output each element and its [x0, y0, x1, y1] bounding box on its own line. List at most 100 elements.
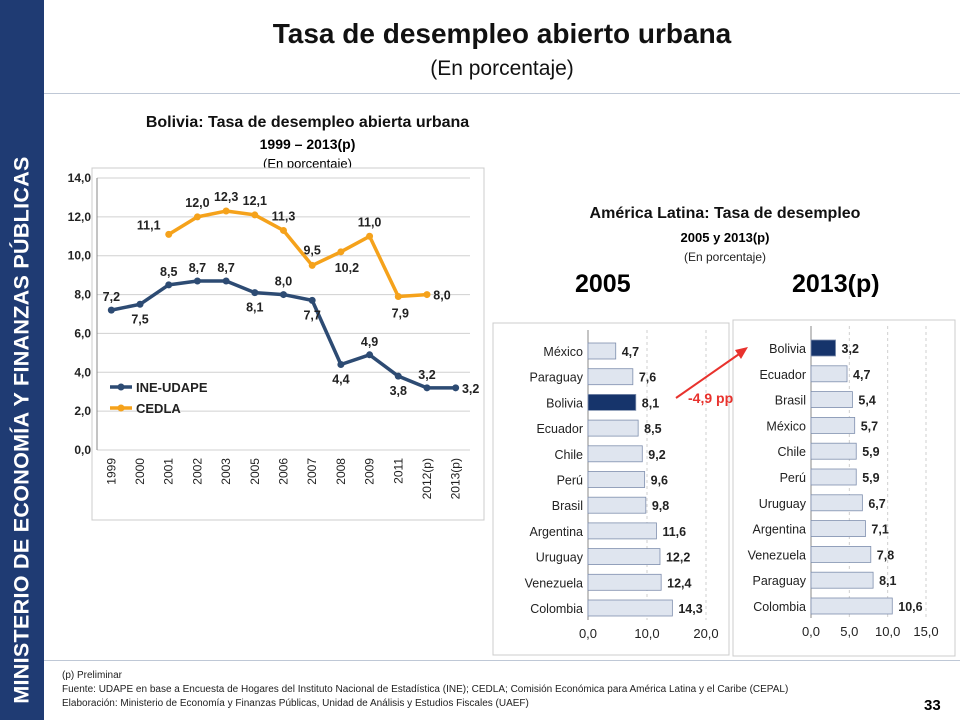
bar-perú: [587, 471, 646, 488]
annotation-label: -4,9 pp: [688, 390, 733, 406]
bar-argentina: [587, 522, 657, 540]
bar-chile: [587, 445, 643, 463]
data-point: [193, 213, 201, 221]
bar-chart-2005-label: 2005: [575, 270, 631, 298]
bar-value-label: 5,9: [862, 471, 879, 485]
data-point: [308, 296, 316, 304]
bar-value-label: 9,6: [651, 474, 668, 488]
x-tick-label: 2011: [391, 458, 405, 484]
y-tick-label: 10,0: [68, 249, 92, 263]
data-point: [423, 384, 431, 392]
data-point: [222, 277, 230, 285]
bar-venezuela: [587, 573, 662, 591]
category-label: Ecuador: [536, 422, 583, 436]
ministry-sidebar: MINISTERIO DE ECONOMÍA Y FINANZAS PÚBLIC…: [0, 0, 44, 720]
x-tick-label: 10,0: [634, 626, 659, 641]
bar-value-label: 9,8: [652, 499, 669, 513]
data-point: [107, 306, 115, 314]
category-label: Perú: [780, 471, 806, 485]
y-tick-label: 4,0: [74, 365, 91, 379]
category-label: Argentina: [752, 523, 806, 537]
data-label: 11,0: [358, 215, 382, 229]
x-tick-label: 15,0: [913, 624, 938, 639]
bar-argentina: [810, 520, 866, 537]
bar-ecuador: [810, 365, 848, 383]
bar-value-label: 10,6: [898, 600, 922, 614]
x-tick-label: 2000: [133, 458, 147, 485]
data-point: [280, 226, 287, 234]
data-point: [366, 232, 374, 240]
data-label: 9,5: [303, 243, 320, 257]
data-point: [136, 300, 144, 308]
bar-brasil: [587, 496, 647, 514]
bar-paraguay: [810, 571, 874, 589]
bar-value-label: 7,1: [871, 523, 888, 537]
annotation-arrowhead: [735, 347, 748, 359]
category-label: Paraguay: [752, 574, 806, 588]
data-label: 4,4: [332, 373, 349, 387]
data-label: 8,0: [433, 289, 450, 303]
bar-charts-title: América Latina: Tasa de desempleo: [589, 205, 861, 222]
data-point: [280, 291, 287, 299]
data-label: 12,1: [243, 194, 267, 208]
x-tick-label: 0,0: [802, 624, 820, 639]
y-tick-label: 2,0: [74, 404, 91, 418]
data-point: [222, 207, 230, 215]
x-tick-label: 1999: [104, 458, 118, 485]
x-tick-label: 2005: [248, 458, 262, 485]
data-label: 8,5: [160, 265, 177, 279]
bar-value-label: 11,6: [662, 525, 686, 539]
data-point: [165, 281, 173, 289]
category-label: Bolivia: [769, 342, 806, 356]
category-label: Colombia: [530, 602, 583, 616]
footer-source: Fuente: UDAPE en base a Encuesta de Hoga…: [62, 684, 789, 695]
bar-value-label: 6,7: [868, 497, 885, 511]
line-chart-frame: [91, 167, 485, 521]
x-tick-label: 2003: [219, 458, 233, 485]
bar-brasil: [810, 391, 853, 409]
bar-colombia: [587, 599, 673, 617]
page-number: 33: [924, 697, 941, 714]
bar-colombia: [810, 597, 893, 615]
category-label: Ecuador: [759, 368, 806, 382]
bar-value-label: 7,6: [639, 371, 656, 385]
annotation-arrow: [675, 351, 743, 399]
legend-marker: [117, 404, 125, 412]
footer-author: Elaboración: Ministerio de Economía y Fi…: [62, 698, 529, 709]
x-tick-label: 2001: [162, 458, 176, 485]
category-label: Colombia: [753, 600, 806, 614]
data-point: [165, 230, 173, 238]
bar-value-label: 7,8: [877, 548, 894, 562]
bar-ecuador: [587, 419, 639, 437]
data-label: 11,1: [137, 218, 161, 232]
category-label: Uruguay: [536, 551, 584, 565]
bar-value-label: 5,7: [861, 419, 878, 433]
bar-value-label: 8,5: [644, 422, 661, 436]
data-point: [251, 289, 259, 297]
bar-uruguay: [587, 548, 661, 565]
bar-value-label: 5,4: [858, 394, 875, 408]
data-point: [251, 211, 259, 219]
category-label: Chile: [555, 448, 584, 462]
bar-bolivia: [587, 393, 637, 411]
bar-value-label: 9,2: [648, 448, 665, 462]
x-tick-label: 5,0: [840, 624, 858, 639]
x-tick-label: 20,0: [693, 626, 718, 641]
x-tick-label: 2009: [363, 458, 377, 485]
bar-value-label: 14,3: [678, 602, 702, 616]
y-tick-label: 6,0: [74, 326, 91, 340]
data-label: 3,2: [418, 368, 435, 382]
category-label: Venezuela: [525, 576, 583, 590]
data-label: 12,0: [185, 196, 209, 210]
y-tick-label: 14,0: [68, 171, 92, 185]
bar-value-label: 5,9: [862, 445, 879, 459]
data-label: 8,7: [189, 261, 206, 275]
data-point: [452, 384, 460, 392]
category-label: Venezuela: [748, 548, 806, 562]
line-chart-period: 1999 – 2013(p): [259, 136, 356, 152]
page-title: Tasa de desempleo abierto urbana: [272, 18, 732, 49]
legend-label: INE-UDAPE: [136, 380, 208, 395]
data-point: [394, 372, 402, 380]
series-line-cedla: [167, 209, 428, 299]
